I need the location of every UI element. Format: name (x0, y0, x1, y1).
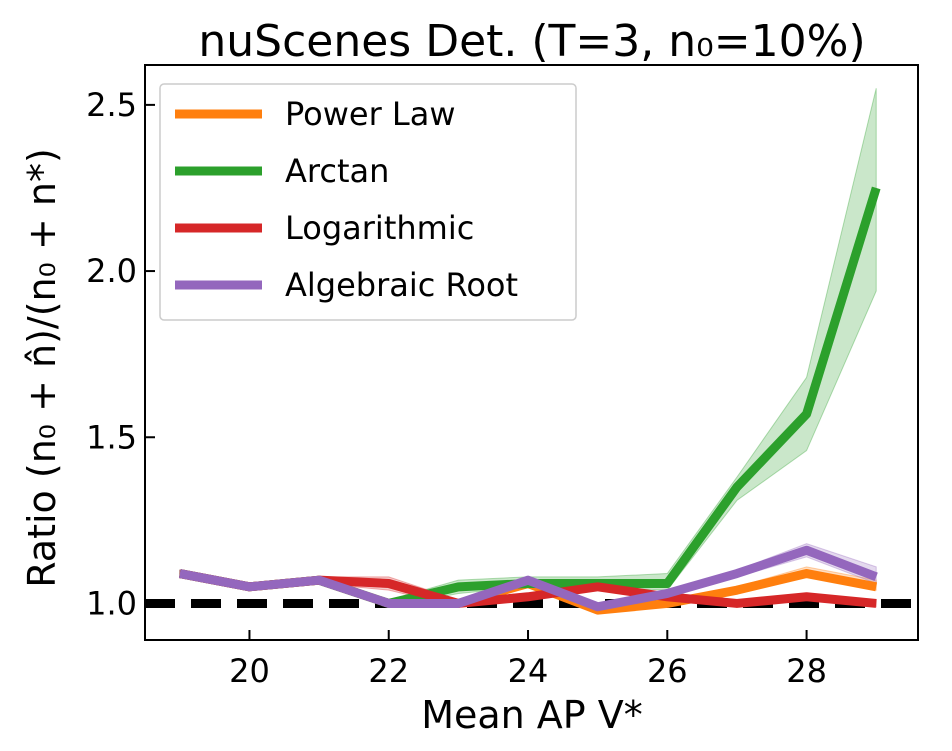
series-line-algebraic-root (178, 545, 878, 612)
x-axis-label: Mean AP V* (421, 693, 643, 737)
x-tick-label: 28 (786, 652, 827, 690)
legend-box (159, 83, 577, 321)
y-axis-label: Ratio (n₀ + n̂)/(n₀ + n*) (20, 148, 64, 588)
y-tick-label: 2.5 (86, 86, 137, 124)
legend: Power Law Arctan Logarithmic Algebraic Root (159, 83, 577, 321)
legend-label-algebraic-root: Algebraic Root (285, 266, 518, 304)
x-tick-label: 20 (229, 652, 270, 690)
x-ticks: 20 22 24 26 28 (229, 630, 827, 690)
y-ticks: 1.0 1.5 2.0 2.5 (86, 86, 155, 622)
x-tick-label: 26 (647, 652, 688, 690)
series-lines (178, 186, 881, 615)
legend-label-arctan: Arctan (285, 152, 389, 190)
y-tick-label: 2.0 (86, 252, 137, 290)
legend-label-power-law: Power Law (285, 95, 456, 133)
x-tick-label: 24 (508, 652, 549, 690)
plot-frame (144, 64, 919, 641)
legend-label-logarithmic: Logarithmic (285, 209, 474, 247)
chart-title: nuScenes Det. (T=3, n₀=10%) (198, 16, 865, 67)
x-tick-label: 22 (368, 652, 409, 690)
y-tick-label: 1.0 (86, 584, 137, 622)
y-tick-label: 1.5 (86, 418, 137, 456)
